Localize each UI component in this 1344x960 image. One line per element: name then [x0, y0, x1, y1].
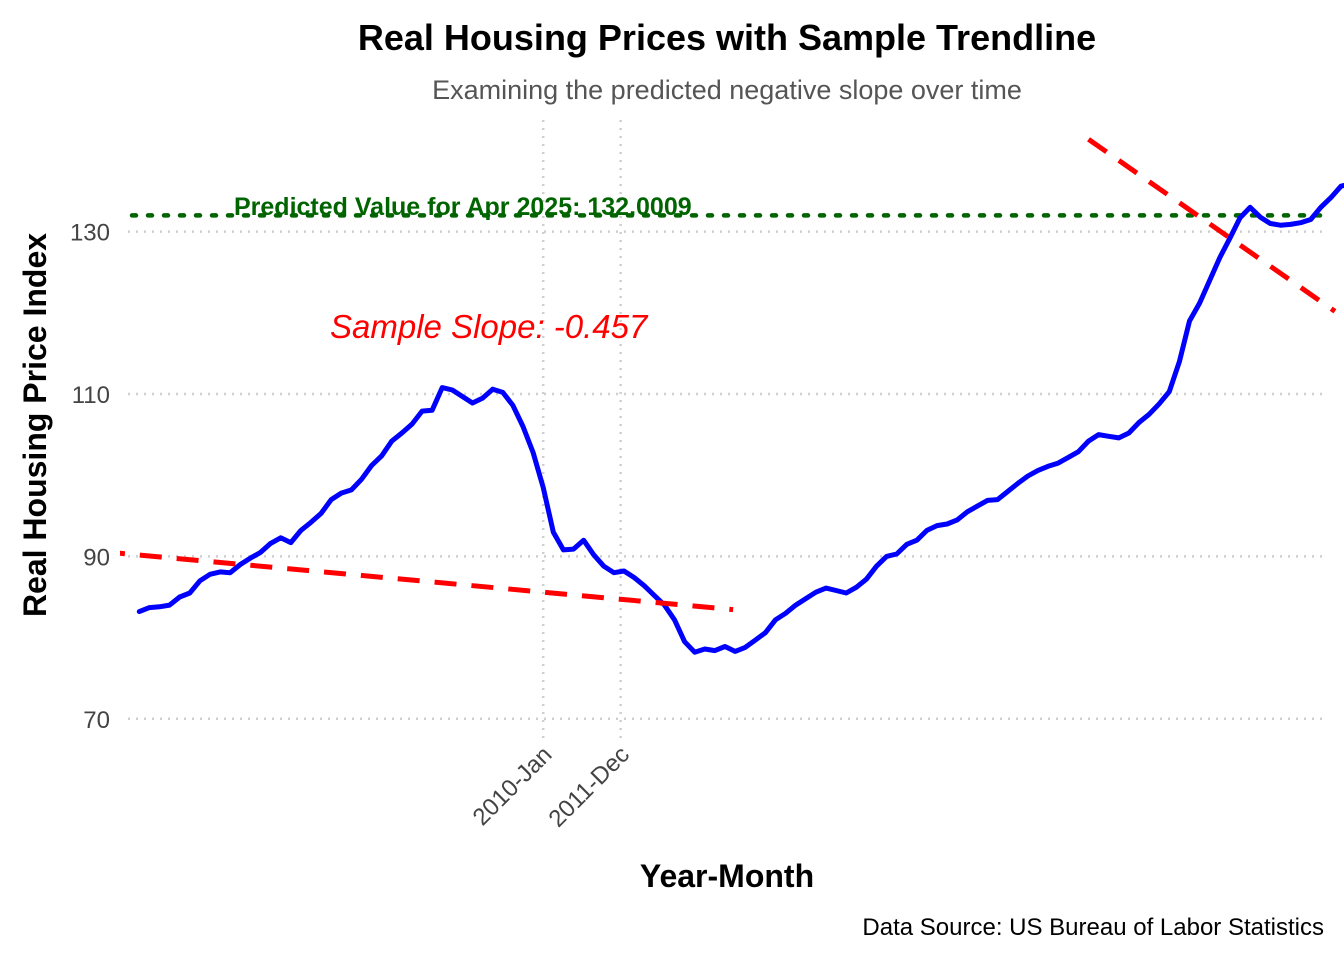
- predicted-value-label: Predicted Value for Apr 2025: 132.0009: [234, 193, 692, 221]
- x-tick-label: 2011-Dec: [543, 741, 634, 832]
- y-tick-labels: 70 90 110 130: [70, 220, 110, 734]
- y-tick-label: 70: [83, 707, 110, 734]
- trendline-segment: [120, 550, 734, 613]
- y-tick-label: 130: [70, 220, 110, 247]
- y-tick-label: 90: [83, 544, 110, 571]
- x-tick-label: 2010-Jan: [468, 741, 558, 831]
- x-axis-title: Year-Month: [640, 858, 814, 894]
- y-axis-title: Real Housing Price Index: [17, 233, 53, 617]
- trendline-slope-label: Sample Slope: -0.457: [330, 308, 649, 345]
- y-tick-label: 110: [72, 382, 110, 409]
- chart-subtitle: Examining the predicted negative slope o…: [432, 75, 1022, 105]
- series-line: [136, 182, 1344, 655]
- trendline-segment: [1087, 137, 1337, 314]
- data-source-caption: Data Source: US Bureau of Labor Statisti…: [862, 914, 1324, 941]
- chart-title: Real Housing Prices with Sample Trendlin…: [358, 17, 1096, 58]
